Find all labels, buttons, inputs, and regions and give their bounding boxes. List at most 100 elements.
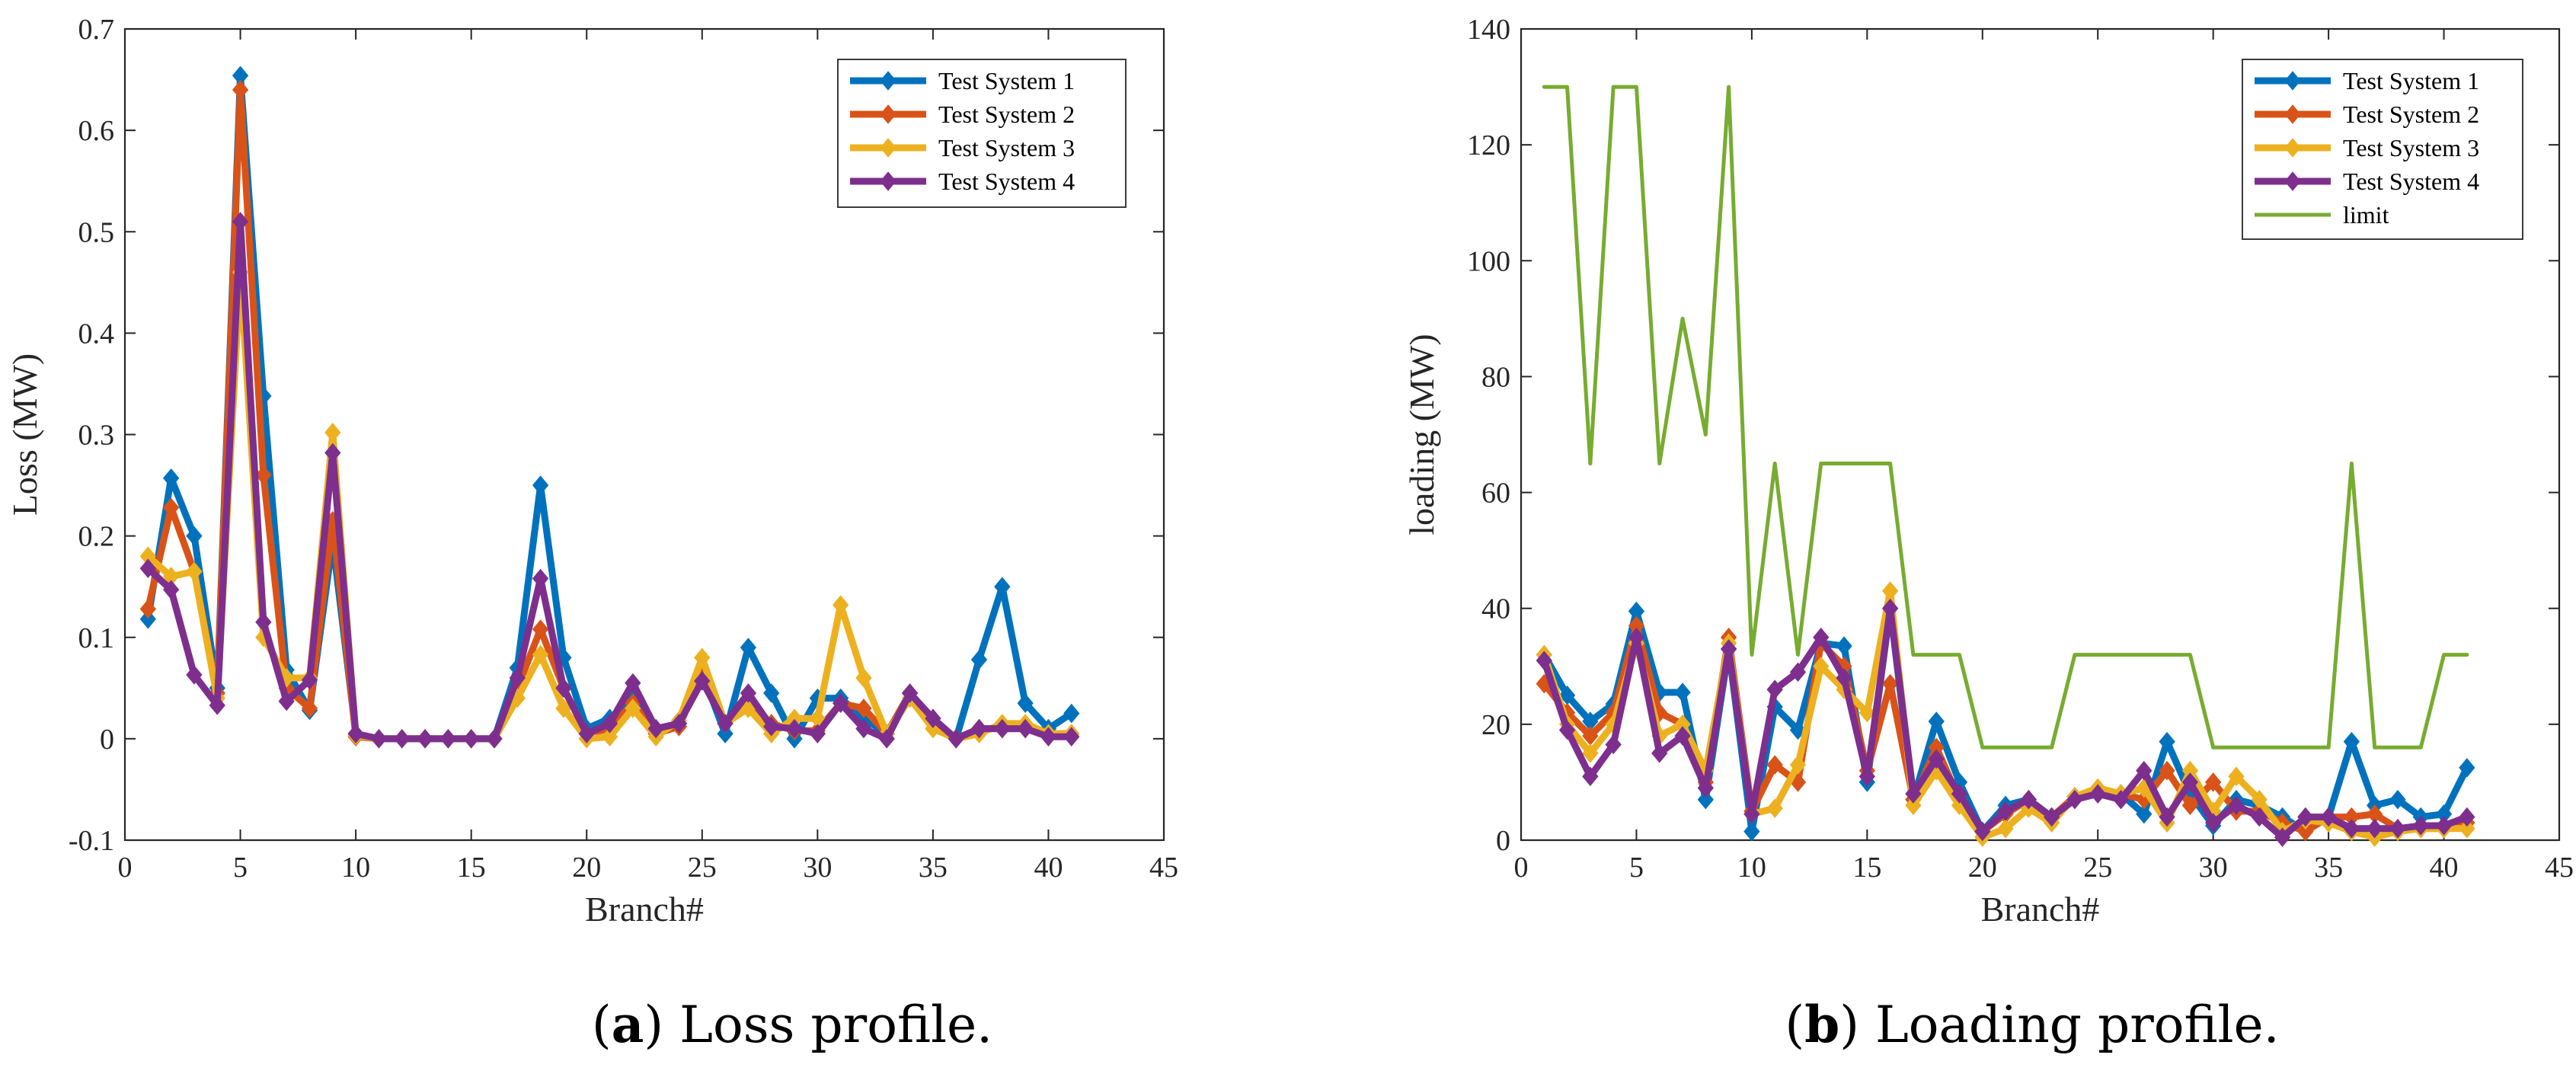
data-point: [740, 683, 757, 703]
legend-swatch-marker: [2284, 71, 2301, 91]
data-point: [532, 568, 549, 589]
data-point: [925, 708, 941, 729]
data-point: [370, 729, 388, 749]
caption-b-close-paren: ): [1839, 996, 1859, 1054]
data-point: [162, 580, 180, 599]
legend-label: Test System 2: [2343, 101, 2479, 128]
data-point: [2205, 772, 2222, 792]
x-tick-label: 0: [1514, 852, 1529, 884]
y-axis-label: loading (MW): [1402, 334, 1441, 535]
data-point: [786, 718, 803, 739]
data-point: [301, 670, 318, 690]
data-point: [1766, 679, 1783, 699]
legend-label: Test System 3: [2343, 134, 2479, 161]
data-point: [1063, 727, 1080, 746]
data-point: [232, 212, 249, 232]
data-point: [324, 443, 341, 463]
legend-label: Test System 1: [2343, 67, 2479, 94]
data-point: [439, 729, 457, 749]
data-point: [670, 714, 688, 734]
data-point: [186, 526, 203, 546]
data-point: [139, 609, 156, 629]
y-tick-label: 0: [1496, 825, 1510, 857]
data-point: [324, 423, 341, 443]
x-tick-label: 0: [118, 852, 133, 884]
data-point: [855, 698, 872, 718]
y-tick-label: 20: [1481, 709, 1510, 741]
data-point: [1813, 657, 1830, 676]
data-point: [855, 718, 872, 739]
data-point: [2459, 807, 2475, 827]
data-point: [2205, 813, 2222, 833]
y-tick-label: 0.6: [78, 115, 115, 147]
axes-box: [1520, 27, 2561, 842]
data-point: [601, 714, 618, 734]
data-point: [532, 619, 549, 639]
x-axis-label: Branch#: [1981, 890, 2100, 929]
data-point: [901, 683, 919, 703]
series-test-system-4: [139, 212, 1080, 749]
data-point: [763, 717, 780, 737]
data-point: [509, 668, 526, 688]
caption-a-letter: a: [612, 995, 644, 1054]
data-point: [1974, 821, 1991, 842]
data-point: [1743, 804, 1760, 824]
data-point: [139, 599, 156, 619]
legend-swatch-marker: [880, 71, 896, 91]
x-tick-label: 35: [2314, 852, 2343, 884]
legend-swatch-marker: [880, 104, 896, 124]
data-point: [1789, 662, 1807, 682]
data-point: [1766, 755, 1783, 775]
legend-label: Test System 1: [938, 67, 1075, 94]
data-point: [394, 729, 411, 749]
data-point: [1674, 682, 1691, 702]
data-point: [625, 673, 641, 693]
x-tick-label: 15: [1852, 852, 1881, 884]
data-point: [2412, 816, 2429, 836]
data-point: [717, 714, 733, 734]
data-point: [1766, 798, 1783, 818]
y-tick-label: 120: [1467, 129, 1510, 161]
legend-label: limit: [2343, 201, 2389, 229]
data-point: [647, 718, 664, 739]
x-tick-label: 35: [919, 852, 948, 884]
data-point: [2343, 819, 2360, 839]
data-point: [2343, 731, 2360, 752]
data-point: [347, 724, 364, 743]
data-point: [2297, 807, 2314, 827]
caption-b-open-paren: (: [1785, 996, 1804, 1054]
y-tick-label: 100: [1467, 245, 1510, 277]
data-point: [1628, 627, 1645, 647]
data-point: [1905, 784, 1922, 804]
data-point: [578, 724, 595, 743]
legend-label: Test System 2: [938, 101, 1075, 128]
data-point: [1697, 789, 1714, 810]
data-point: [1558, 720, 1576, 740]
data-point: [694, 671, 711, 691]
x-tick-label: 5: [233, 852, 248, 884]
data-point: [1997, 801, 2014, 821]
x-tick-label: 25: [2083, 852, 2112, 884]
caption-a: (a) Loss profile.: [592, 995, 992, 1054]
data-point: [2459, 819, 2475, 839]
data-point: [1605, 734, 1622, 755]
data-point: [1905, 795, 1922, 816]
data-point: [948, 729, 964, 749]
data-point: [855, 668, 872, 688]
series-limit: [1542, 85, 2469, 750]
data-point: [1536, 650, 1552, 670]
data-point: [1881, 673, 1899, 694]
data-point: [1017, 718, 1034, 739]
y-tick-label: 60: [1481, 478, 1510, 510]
data-point: [994, 577, 1011, 596]
y-tick-label: 0.4: [78, 318, 115, 350]
caption-a-close-paren: ): [644, 996, 663, 1054]
legend-swatch-marker: [2284, 104, 2301, 124]
data-point: [2181, 772, 2199, 792]
y-tick-label: 0.7: [78, 14, 115, 46]
data-point: [209, 695, 225, 715]
x-tick-label: 10: [341, 852, 370, 884]
data-point: [2159, 807, 2175, 827]
data-point: [1697, 778, 1714, 798]
data-point: [2367, 819, 2383, 839]
